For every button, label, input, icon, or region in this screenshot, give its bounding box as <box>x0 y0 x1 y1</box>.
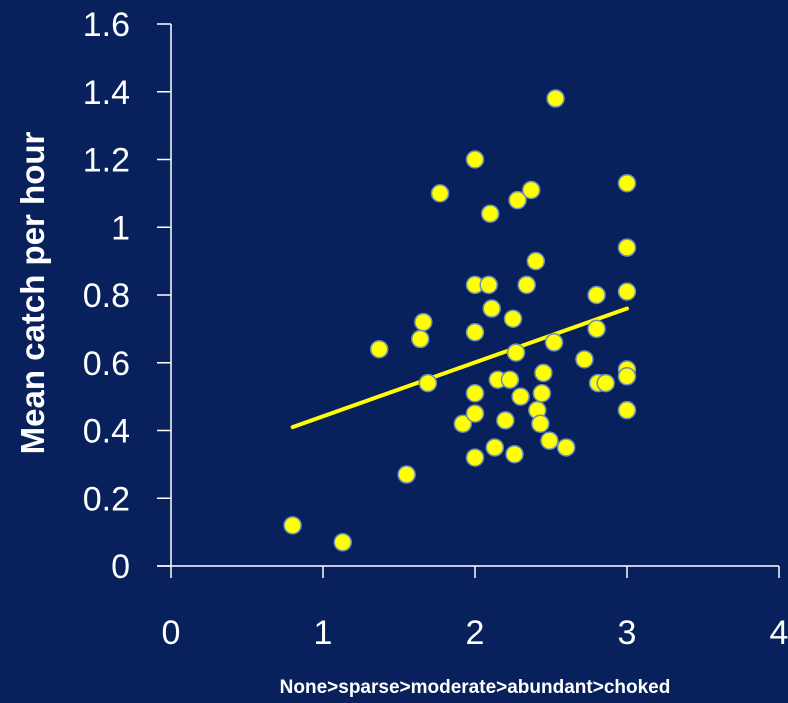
data-point <box>369 339 389 359</box>
data-point <box>465 404 485 423</box>
data-point <box>418 373 438 393</box>
data-point <box>506 343 526 362</box>
data-point <box>587 319 606 339</box>
data-point <box>503 309 523 328</box>
data-point <box>430 184 450 203</box>
y-tick-label: 1.2 <box>83 142 130 180</box>
data-point <box>505 444 524 464</box>
data-point <box>485 438 505 457</box>
x-tick-label: 2 <box>466 614 485 652</box>
data-point <box>540 431 559 450</box>
y-axis-label: Mean catch per hour <box>14 131 51 454</box>
data-point <box>414 312 433 332</box>
data-point <box>596 373 615 393</box>
data-point <box>496 411 515 430</box>
y-tick-label: 1.6 <box>83 6 130 44</box>
data-point <box>465 150 485 169</box>
data-point <box>521 180 541 200</box>
data-point <box>526 251 546 271</box>
data-point <box>411 329 430 349</box>
y-tick-label: 0 <box>111 548 130 586</box>
data-point <box>500 370 520 389</box>
tick-labels: 0 0.2 0.4 0.6 0.8 1 1.2 1.4 1.6 0 1 2 3 4 <box>83 6 788 652</box>
x-tick-label: 0 <box>162 614 181 652</box>
x-tick-label: 4 <box>770 614 788 652</box>
y-tick-label: 0.4 <box>83 413 130 451</box>
data-point <box>517 275 536 295</box>
data-point <box>617 282 637 301</box>
data-point <box>617 238 637 257</box>
x-tick-label: 3 <box>618 614 637 652</box>
y-tick-label: 1 <box>111 209 130 247</box>
data-point <box>511 387 530 406</box>
data-point <box>465 383 485 403</box>
data-point <box>617 367 637 386</box>
trendline <box>290 306 629 430</box>
data-point <box>575 350 594 369</box>
data-point <box>544 333 564 352</box>
trendline-layer <box>290 306 629 430</box>
y-tick-label: 0.6 <box>83 345 130 383</box>
data-point <box>556 438 576 457</box>
x-axis-label: None>sparse>moderate>abundant>choked <box>280 677 671 698</box>
data-point <box>283 516 302 535</box>
data-point <box>508 190 527 210</box>
data-point <box>453 414 473 433</box>
x-tick-label: 1 <box>314 614 333 652</box>
data-point <box>397 465 416 484</box>
data-point <box>465 448 485 467</box>
y-tick-label: 0.2 <box>83 480 130 518</box>
data-point <box>482 299 501 318</box>
y-tick-label: 0.8 <box>83 277 130 315</box>
data-point <box>480 204 500 223</box>
data-point <box>546 89 565 108</box>
data-point <box>534 363 553 383</box>
data-point <box>532 383 552 403</box>
data-point <box>479 275 498 295</box>
axes <box>157 23 780 578</box>
data-point <box>617 173 637 193</box>
data-point <box>531 414 550 433</box>
data-point <box>587 285 606 305</box>
data-points <box>283 89 637 552</box>
y-tick-label: 1.4 <box>83 74 130 112</box>
data-point <box>465 323 485 342</box>
data-point <box>333 533 353 552</box>
data-point <box>617 400 637 420</box>
